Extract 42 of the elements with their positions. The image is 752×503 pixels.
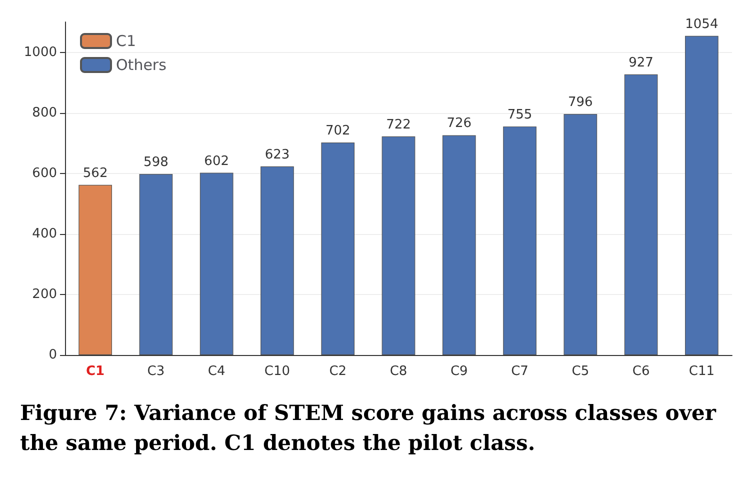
y-tick-label: 1000 — [24, 44, 57, 60]
x-tick-label: C6 — [632, 364, 650, 379]
data-label: 726 — [446, 116, 472, 132]
bar — [382, 136, 416, 355]
x-tick-label: C9 — [450, 364, 468, 379]
bar — [685, 36, 718, 355]
data-label: 562 — [82, 166, 108, 181]
x-tick-label: C7 — [511, 364, 528, 379]
y-tick-label: 600 — [32, 166, 57, 181]
bar — [139, 174, 173, 355]
data-label: 623 — [264, 147, 290, 162]
data-label: 1054 — [685, 16, 718, 32]
x-tick-label: C11 — [688, 364, 714, 379]
bar — [442, 135, 476, 355]
x-tick-label: C2 — [329, 364, 347, 379]
x-tick-label: C5 — [572, 364, 590, 379]
data-label: 602 — [204, 154, 230, 169]
y-tick-label: 400 — [32, 226, 57, 242]
x-tick-label: C8 — [390, 364, 408, 379]
bar — [624, 74, 658, 355]
data-label: 796 — [568, 95, 593, 110]
legend-label: C1 — [116, 32, 136, 50]
x-tick-label: C3 — [147, 364, 165, 379]
y-tick-label: 200 — [32, 286, 57, 302]
data-label: 755 — [507, 107, 532, 122]
bar — [200, 172, 234, 355]
bar — [78, 184, 112, 355]
y-tick-label: 0 — [48, 348, 57, 362]
legend-label: Others — [116, 56, 167, 74]
bar — [564, 114, 598, 355]
data-label: 702 — [325, 123, 350, 138]
data-label: 927 — [628, 55, 654, 70]
x-tick-label: C10 — [264, 364, 290, 379]
y-tick-label: 800 — [32, 105, 57, 120]
x-tick-label: C1 — [86, 364, 105, 379]
bar — [503, 126, 536, 355]
caption: Figure 7: Variance of STEM score gains across classes over the same period. C1 denotes the pilot class. — [19, 399, 718, 457]
data-label: 598 — [144, 154, 168, 170]
x-tick-label: C4 — [208, 364, 226, 379]
bar — [260, 166, 294, 355]
bar — [321, 142, 355, 355]
data-label: 722 — [386, 117, 411, 132]
